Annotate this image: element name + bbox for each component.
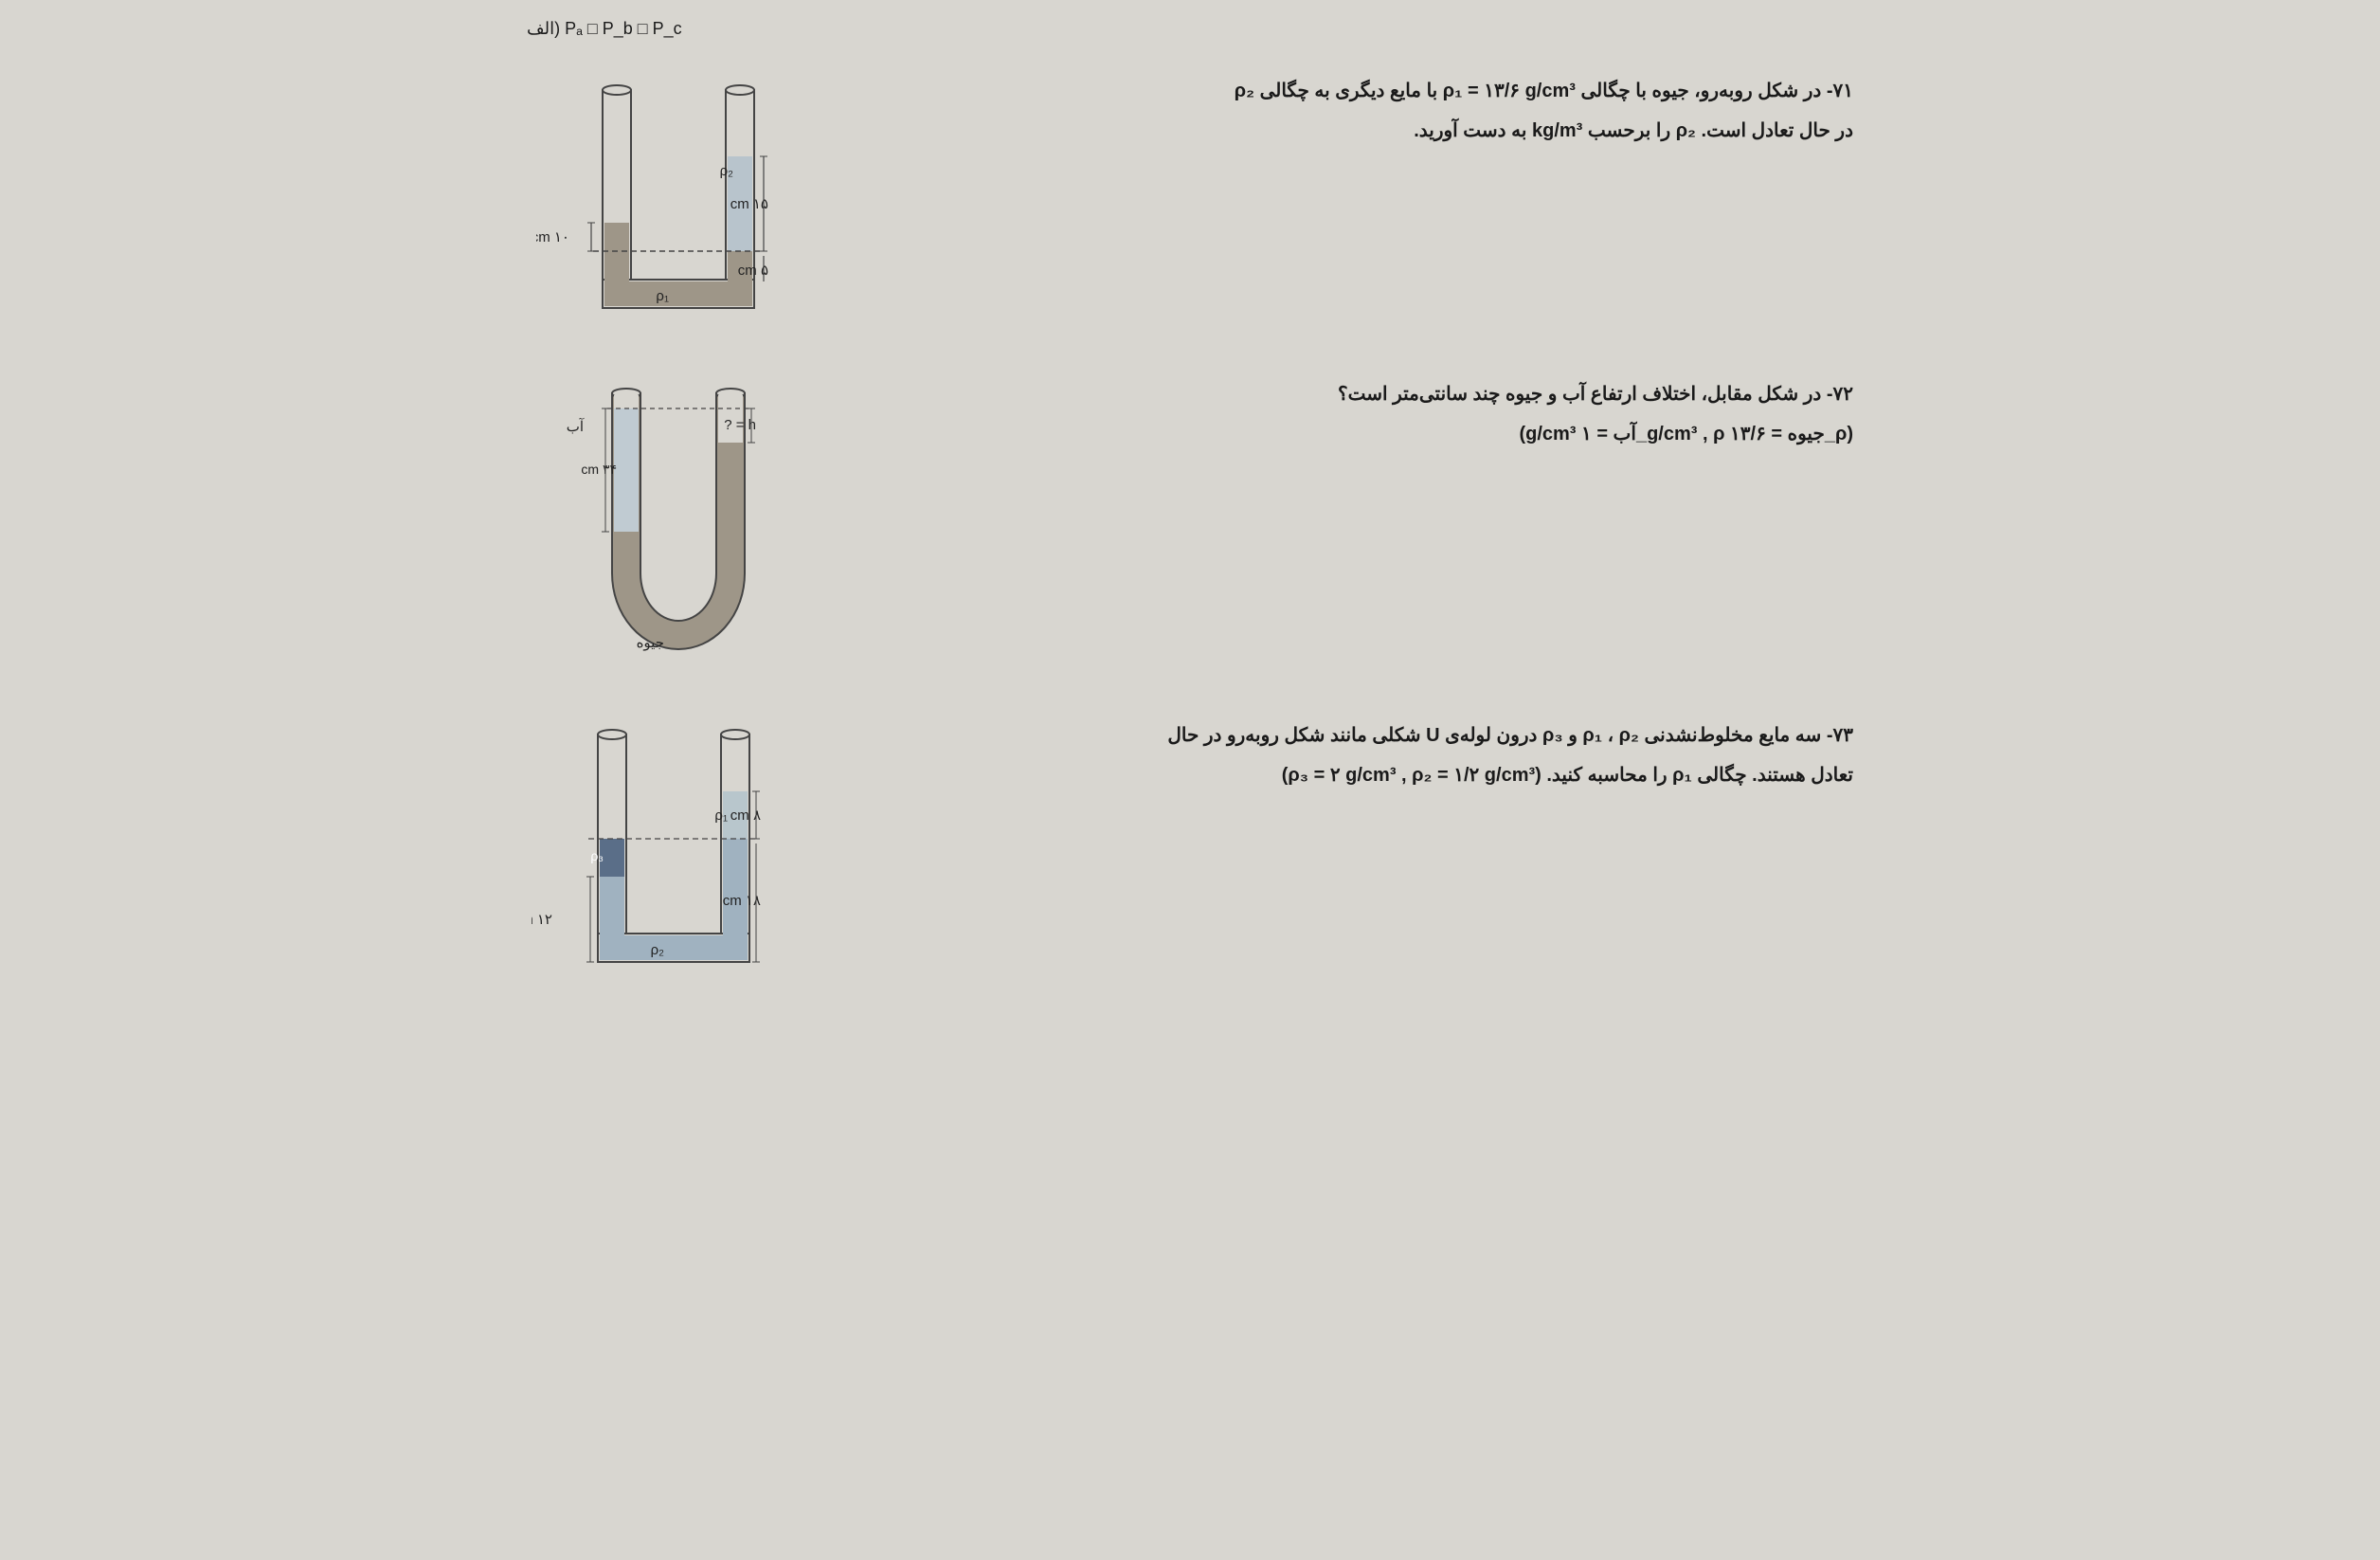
header-options: الف) Pₐ □ P_b □ P_c <box>527 19 1853 48</box>
fig73-rho3: ρ₃ <box>590 848 604 863</box>
problem-71-text: ۷۱- در شکل روبه‌رو، جیوه با چگالی ρ₁ = ۱… <box>858 71 1853 151</box>
problem-73: ۷۳- سه مایع مخلوط‌نشدنی ρ₁ ، ρ₂ و ρ₃ درو… <box>527 716 1853 1000</box>
fig72-mercury: جیوه <box>637 635 664 651</box>
q73-num: ۷۳ <box>1833 725 1853 746</box>
q71-l1b: با مایع دیگری به چگالی ρ₂ <box>1235 81 1443 101</box>
q71-l1a: - در شکل روبه‌رو، جیوه با چگالی <box>1576 81 1833 101</box>
q71-unit: kg/m³ <box>1532 111 1582 151</box>
fig72-water: آب <box>567 418 585 435</box>
fig73-h12: ۱۲ cm <box>532 912 552 928</box>
figure-72: h = ? ۳۴ cm آب جیوه <box>527 374 830 678</box>
fig71-rho1: ρ₁ <box>656 288 669 304</box>
figure-71: ۱۰ cm ۱۵ cm ۵ cm ρ₂ ρ₁ <box>527 71 830 336</box>
fig73-rho1: ρ₁ <box>714 807 728 824</box>
q73-given: (ρ₃ = ۲ g/cm³ , ρ₂ = ۱/۲ g/cm³) <box>1282 755 1542 795</box>
q71-l2b: به دست آورید. <box>1414 120 1532 141</box>
fig71-left-h: ۱۰ cm <box>536 229 569 245</box>
fig73-h18: ۱۸ cm <box>723 893 761 909</box>
q73-l2a: تعادل هستند. چگالی ρ₁ را محاسبه کنید. <box>1542 765 1853 786</box>
q72-l1: - در شکل مقابل، اختلاف ارتفاع آب و جیوه … <box>1338 384 1833 405</box>
q73-l1: - سه مایع مخلوط‌نشدنی ρ₁ ، ρ₂ و ρ₃ درون … <box>1167 725 1832 746</box>
header-text: الف) Pₐ □ P_b □ P_c <box>527 19 682 38</box>
problem-71: ۷۱- در شکل روبه‌رو، جیوه با چگالی ρ₁ = ۱… <box>527 71 1853 336</box>
figure-73: ρ₁ ρ₃ ρ₂ ۸ cm ۱۸ cm ۱۲ cm <box>527 716 830 1000</box>
fig72-34: ۳۴ cm <box>581 462 617 477</box>
problem-73-text: ۷۳- سه مایع مخلوط‌نشدنی ρ₁ ، ρ₂ و ρ₃ درو… <box>858 716 1853 795</box>
q71-rho1: ρ₁ = ۱۳/۶ g/cm³ <box>1443 71 1576 111</box>
fig71-rho2: ρ₂ <box>720 163 734 179</box>
q71-num: ۷۱ <box>1833 81 1853 101</box>
fig73-rho2: ρ₂ <box>651 942 665 958</box>
fig71-right-top: ۱۵ cm <box>730 196 768 212</box>
q72-given: (ρ_جیوه = ۱۳/۶ g/cm³ , ρ_آب = ۱ g/cm³) <box>1519 424 1853 444</box>
q72-num: ۷۲ <box>1833 384 1853 405</box>
problem-72-text: ۷۲- در شکل مقابل، اختلاف ارتفاع آب و جیو… <box>858 374 1853 454</box>
q71-l2a: در حال تعادل است. ρ₂ را برحسب <box>1582 120 1853 141</box>
problem-72: ۷۲- در شکل مقابل، اختلاف ارتفاع آب و جیو… <box>527 374 1853 678</box>
